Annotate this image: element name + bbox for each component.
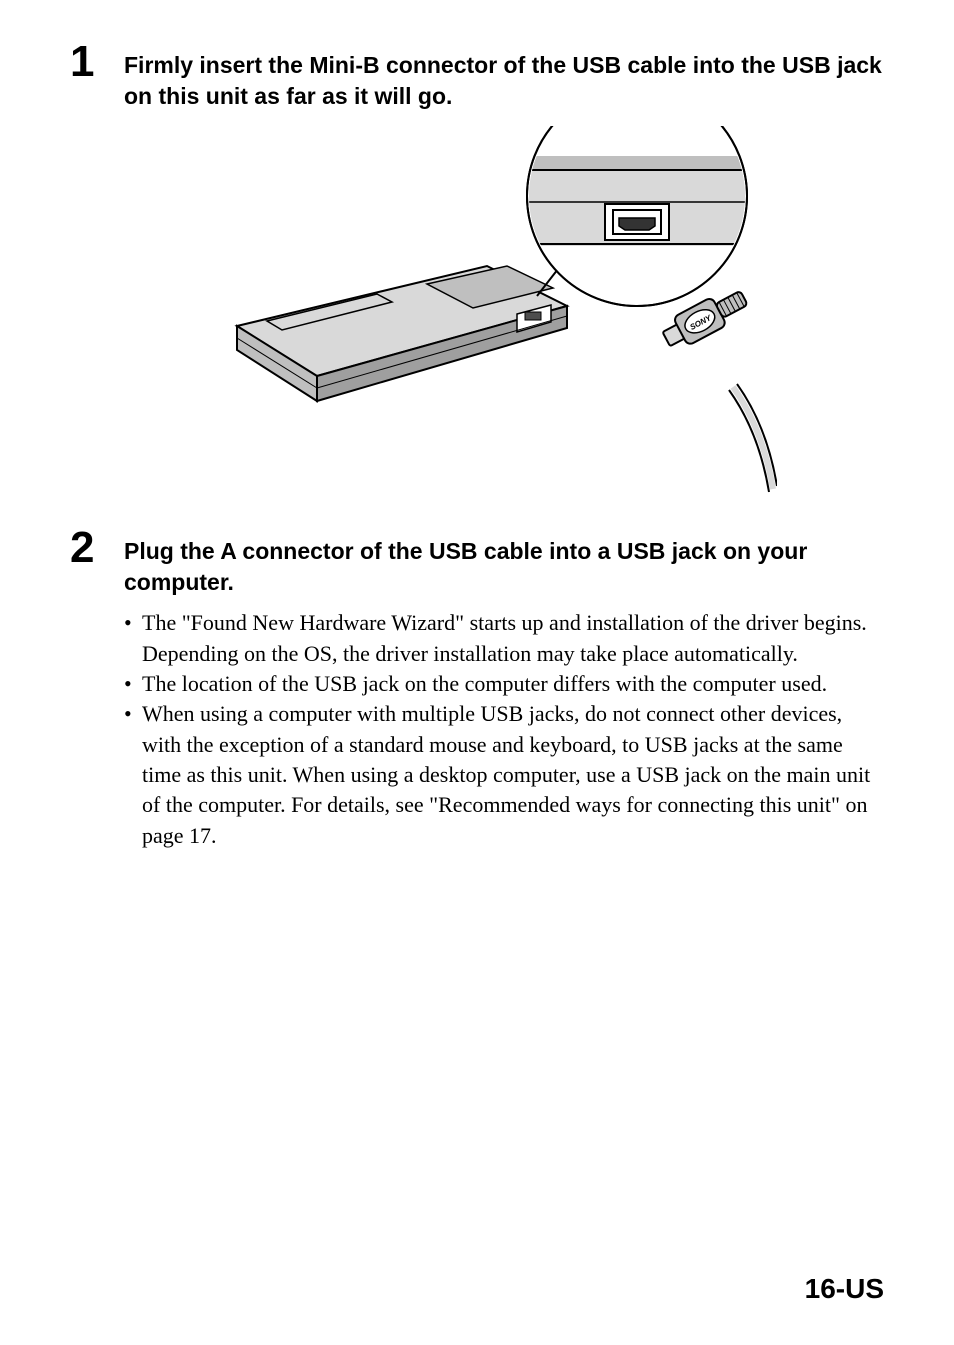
usb-connection-illustration: SONY <box>177 126 777 506</box>
bullet-dot: • <box>124 608 142 669</box>
bullet-text: The location of the USB jack on the comp… <box>142 669 884 699</box>
step-2-number: 2 <box>70 526 124 570</box>
page-number: 16-US <box>805 1273 884 1305</box>
step-2-title: Plug the A connector of the USB cable in… <box>124 526 884 598</box>
step-1: 1 Firmly insert the Mini-B connector of … <box>70 40 884 112</box>
bullet-item: • The location of the USB jack on the co… <box>124 669 884 699</box>
step-1-title: Firmly insert the Mini-B connector of th… <box>124 40 884 112</box>
manual-page: 1 Firmly insert the Mini-B connector of … <box>0 0 954 1345</box>
bullet-dot: • <box>124 669 142 699</box>
bullet-text: The "Found New Hardware Wizard" starts u… <box>142 608 884 669</box>
bullet-text: When using a computer with multiple USB … <box>142 699 884 851</box>
step-1-number: 1 <box>70 40 124 84</box>
bullet-item: • When using a computer with multiple US… <box>124 699 884 851</box>
device-body <box>237 266 567 401</box>
step-2: 2 Plug the A connector of the USB cable … <box>70 526 884 598</box>
bullet-dot: • <box>124 699 142 851</box>
magnified-port-detail <box>527 126 757 306</box>
bullet-item: • The "Found New Hardware Wizard" starts… <box>124 608 884 669</box>
step-2-bullets: • The "Found New Hardware Wizard" starts… <box>124 608 884 851</box>
usb-cable: SONY <box>659 284 777 492</box>
